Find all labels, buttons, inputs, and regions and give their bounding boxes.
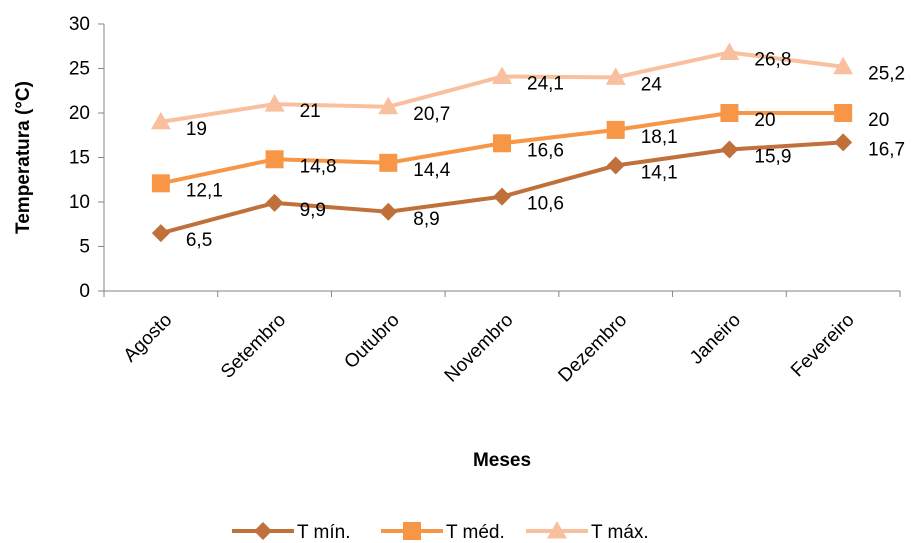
- data-point: [606, 120, 625, 139]
- data-label: 14,1: [641, 163, 678, 184]
- legend-label: T máx.: [591, 522, 649, 543]
- legend-marker: [254, 522, 272, 540]
- data-label: 14,4: [413, 160, 450, 181]
- data-point: [264, 94, 285, 112]
- x-tick-label: Fevereiro: [787, 310, 859, 382]
- data-point: [379, 202, 398, 221]
- data-point: [720, 104, 739, 122]
- data-point: [834, 104, 853, 122]
- data-point: [834, 133, 853, 152]
- y-tick-label: 5: [79, 237, 90, 258]
- data-label: 24: [641, 74, 663, 95]
- data-point: [151, 174, 170, 193]
- y-tick-label: 10: [69, 192, 90, 213]
- data-point: [493, 187, 511, 206]
- data-point: [493, 134, 511, 153]
- y-axis-title: Temperatura (°C): [13, 81, 34, 234]
- data-label: 9,9: [300, 200, 326, 221]
- data-label: 26,8: [754, 49, 791, 70]
- data-label: 25,2: [868, 64, 905, 85]
- legend-item: T mín.: [232, 522, 351, 543]
- data-point: [379, 153, 398, 172]
- legend-label: T mín.: [297, 522, 351, 543]
- data-point: [151, 224, 170, 243]
- data-label: 8,9: [413, 209, 439, 230]
- data-label: 16,7: [868, 139, 905, 160]
- data-label: 15,9: [754, 146, 791, 167]
- data-label: 24,1: [527, 74, 564, 95]
- data-label: 20: [868, 110, 889, 131]
- legend: T mín. T méd. T máx.: [232, 521, 649, 543]
- y-tick-label: 20: [69, 103, 90, 124]
- y-tick-label: 0: [79, 281, 90, 302]
- data-point: [719, 42, 740, 60]
- x-tick-label: Setembro: [217, 310, 290, 383]
- y-tick-label: 30: [69, 14, 90, 35]
- data-label: 20: [754, 110, 775, 131]
- data-point: [378, 96, 399, 115]
- legend-marker: [403, 522, 421, 540]
- series-1: [151, 133, 853, 243]
- data-point: [265, 193, 284, 212]
- data-point: [720, 140, 739, 159]
- data-label: 10,6: [527, 194, 564, 215]
- data-point: [265, 150, 284, 169]
- legend-marker: [547, 521, 567, 539]
- data-point: [150, 111, 171, 130]
- x-tick-label: Janeiro: [686, 310, 745, 369]
- data-label: 20,7: [413, 104, 450, 125]
- x-tick-label: Novembro: [441, 310, 518, 387]
- series-2: [151, 104, 853, 193]
- legend-label: T méd.: [446, 522, 505, 543]
- data-label: 6,5: [186, 230, 212, 251]
- data-point: [492, 66, 512, 85]
- series-lines: [150, 42, 854, 243]
- data-point: [606, 156, 625, 175]
- x-tick-label: Outubro: [340, 310, 403, 373]
- y-tick-label: 15: [69, 148, 90, 169]
- x-axis-title: Meses: [473, 450, 531, 471]
- data-label: 12,1: [186, 180, 223, 201]
- data-label: 14,8: [300, 156, 337, 177]
- data-label: 19: [186, 119, 207, 140]
- legend-item: T máx.: [526, 521, 649, 543]
- data-point: [605, 67, 626, 85]
- series-3: [150, 42, 854, 130]
- y-tick-label: 25: [69, 59, 90, 80]
- data-label: 21: [300, 101, 321, 122]
- legend-item: T méd.: [381, 522, 505, 543]
- x-tick-label: Agosto: [120, 310, 177, 367]
- x-tick-label: Dezembro: [554, 310, 631, 387]
- data-labels: 6,5 9,9 8,9 10,6 14,1 15,9 16,7 12,1 14,8 14,4 16,…: [186, 49, 905, 251]
- data-point: [833, 56, 854, 75]
- data-label: 18,1: [641, 127, 678, 148]
- data-label: 16,6: [527, 140, 564, 161]
